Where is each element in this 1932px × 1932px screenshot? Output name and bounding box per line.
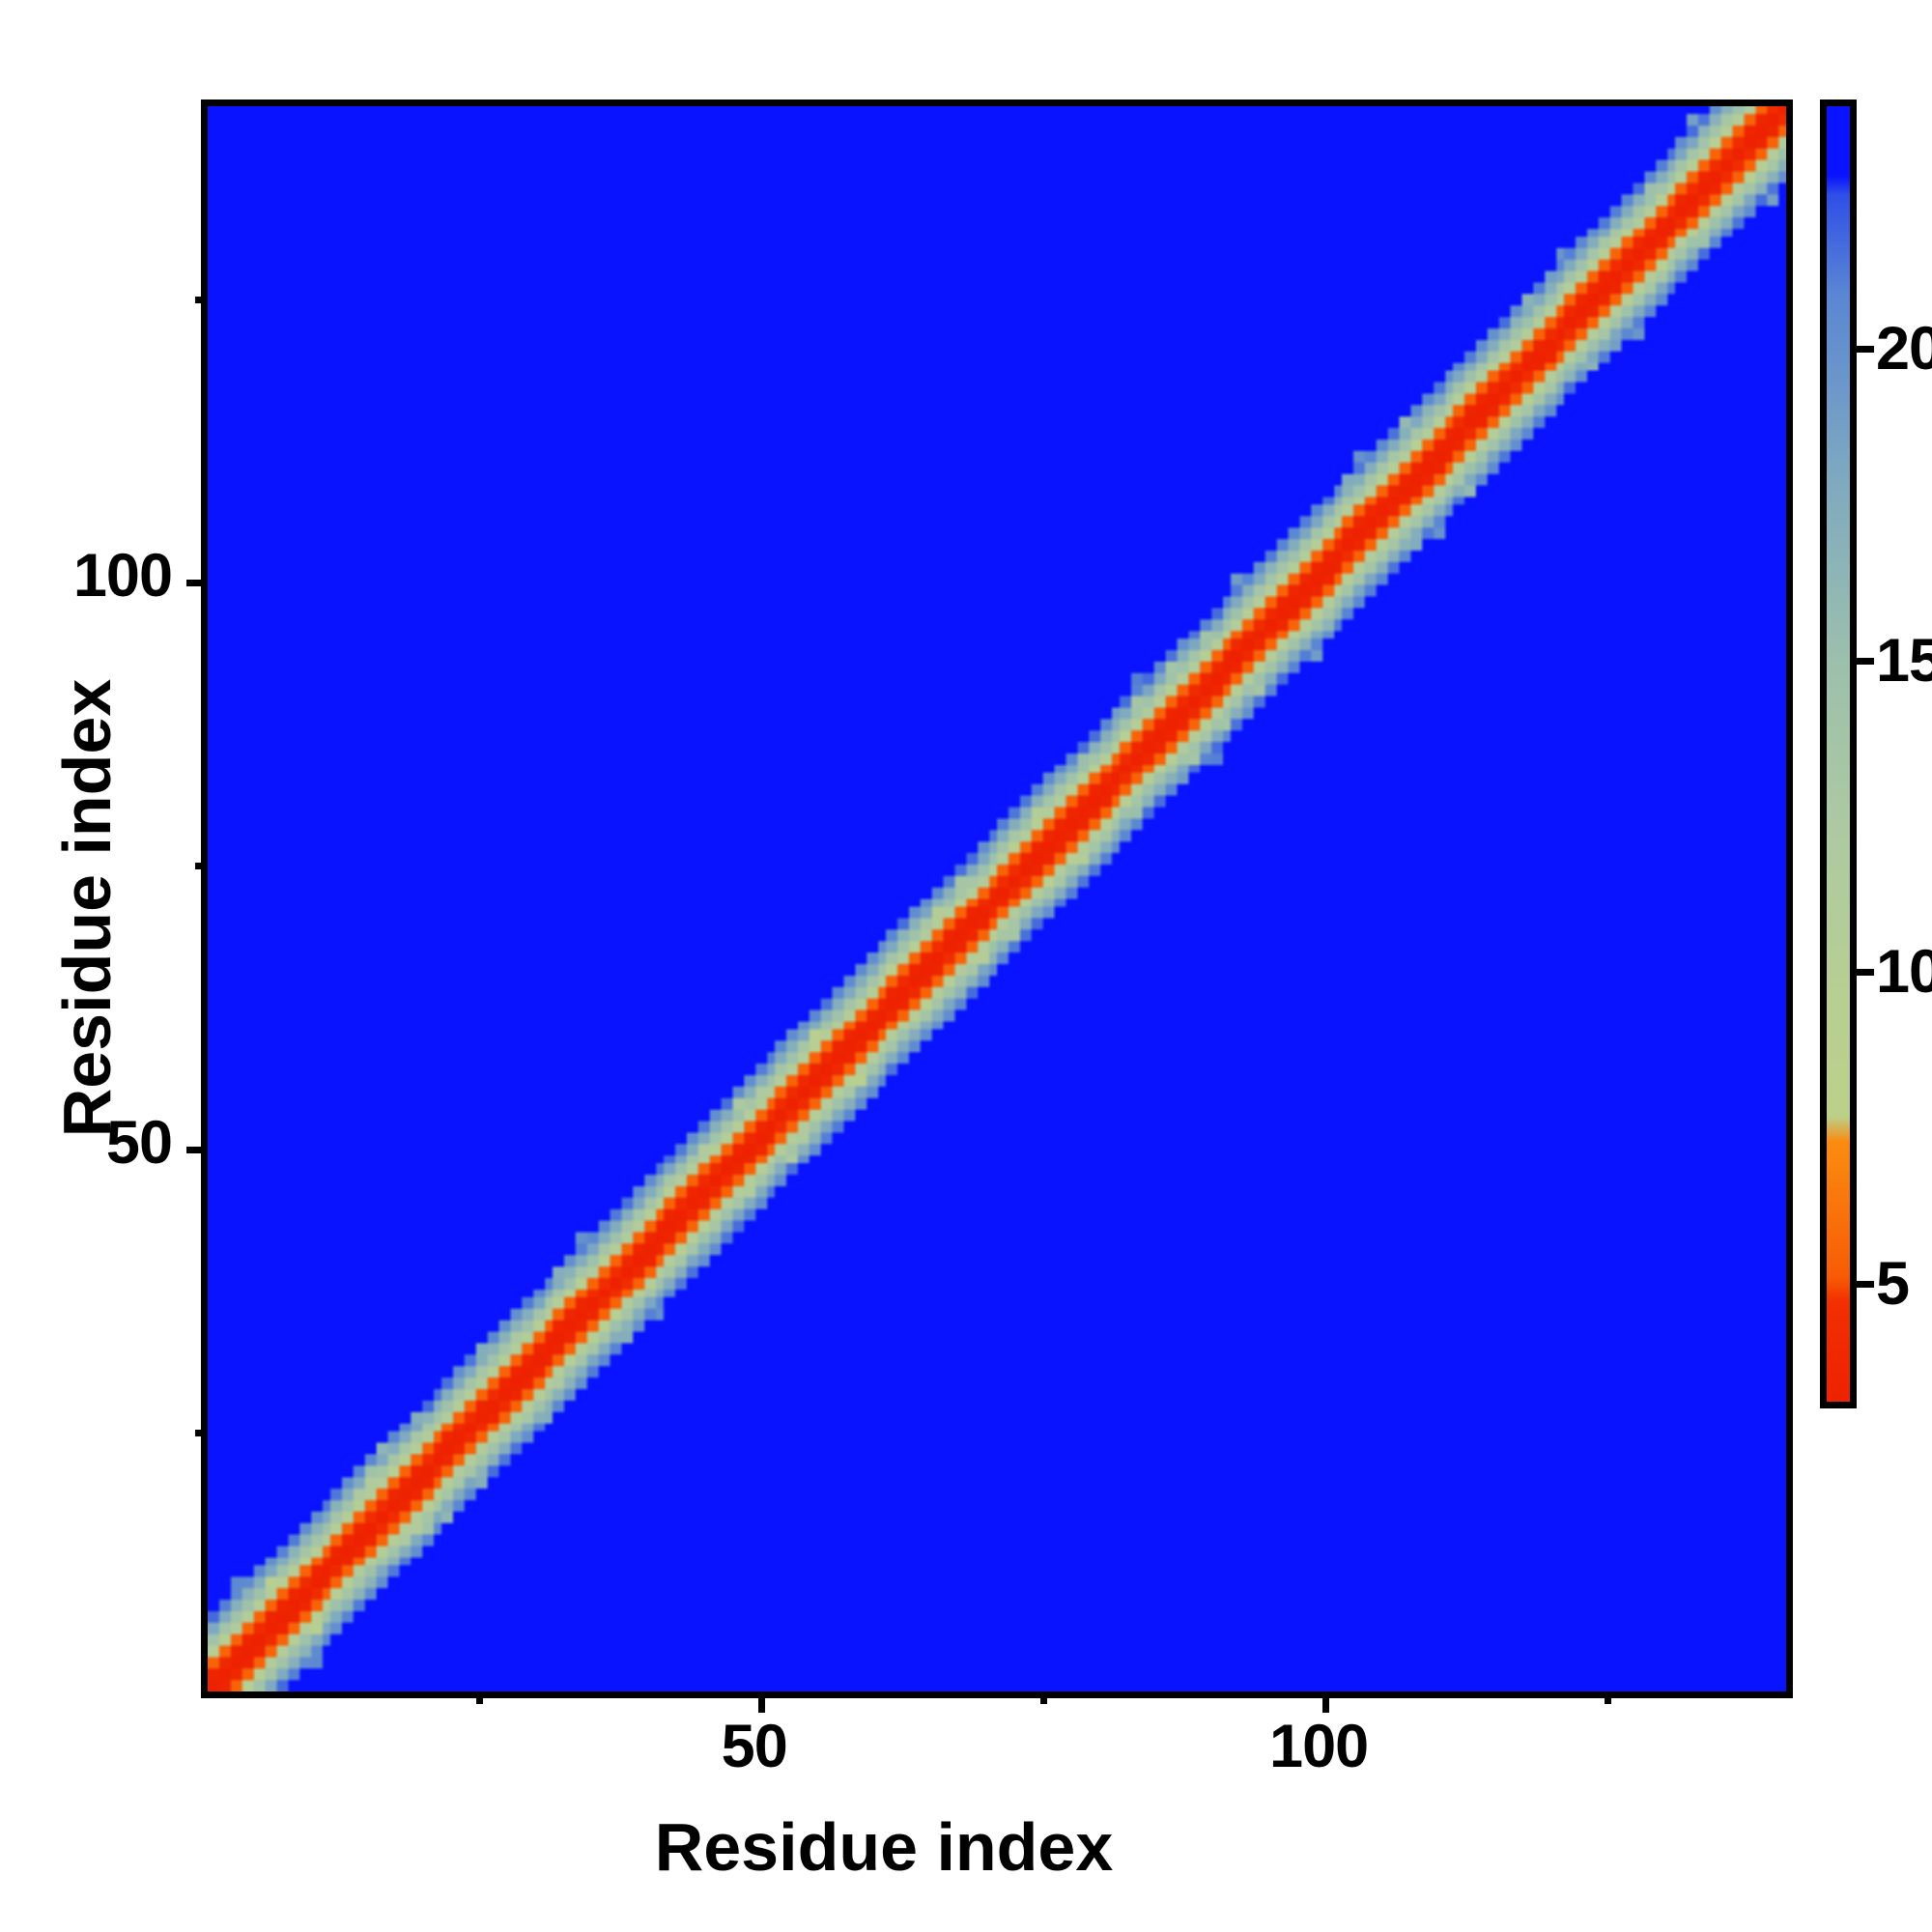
x-axis-title: Residue index <box>0 1808 1932 1886</box>
x-tick-major-50 <box>757 1691 765 1713</box>
x-tick-label-50: 50 <box>721 1713 788 1780</box>
colorbar[interactable] <box>1820 99 1857 1408</box>
y-tick-minor <box>195 1430 208 1437</box>
y-axis-title: Residue index <box>49 678 125 1138</box>
colorbar-label-10: 10 <box>1876 938 1932 1007</box>
colorbar-group[interactable]: 20 15 10 5 <box>1820 99 1932 1408</box>
y-tick-label-100: 100 <box>72 541 173 610</box>
x-tick-minor <box>475 1691 483 1704</box>
x-axis-title-text: Residue index <box>654 1809 1114 1885</box>
colorbar-tick-10 <box>1857 969 1874 977</box>
x-tick-minor <box>1605 1691 1612 1704</box>
heatmap-canvas <box>208 106 1786 1691</box>
colorbar-tick-20 <box>1857 346 1874 354</box>
y-tick-major-100 <box>186 579 208 586</box>
colorbar-gradient <box>1827 106 1850 1402</box>
x-tick-minor <box>1039 1691 1047 1704</box>
heatmap-plot-area[interactable] <box>186 99 1793 1713</box>
colorbar-label-20: 20 <box>1876 315 1932 384</box>
x-tick-label-100: 100 <box>1269 1713 1369 1780</box>
y-tick-minor <box>195 296 208 303</box>
colorbar-label-5: 5 <box>1876 1249 1910 1318</box>
x-tick-major-100 <box>1322 1691 1330 1713</box>
colorbar-tick-15 <box>1857 657 1874 665</box>
y-tick-major-50 <box>186 1146 208 1153</box>
colorbar-label-15: 15 <box>1876 626 1932 695</box>
y-tick-minor <box>195 863 208 870</box>
colorbar-tick-5 <box>1857 1280 1874 1288</box>
y-tick-label-50: 50 <box>105 1108 173 1177</box>
